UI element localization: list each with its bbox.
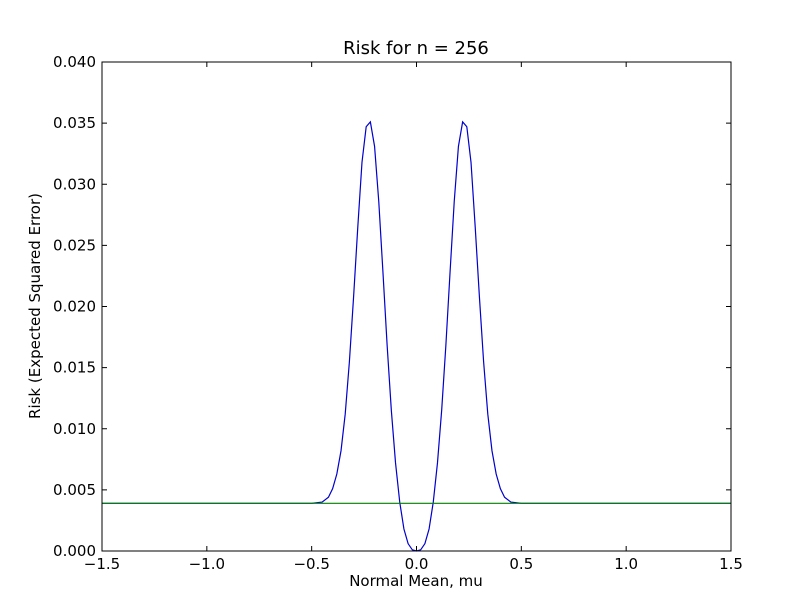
- x-tick-label: 0.5: [509, 555, 533, 573]
- y-axis-label: Risk (Expected Squared Error): [26, 193, 44, 419]
- y-axis: 0.000 0.005 0.010 0.015 0.020 0.025 0.030 0.035…: [53, 53, 731, 560]
- chart-title: Risk for n = 256: [343, 38, 489, 59]
- y-tick-label: 0.030: [53, 175, 96, 193]
- x-tick-label: 1.5: [719, 555, 743, 573]
- x-tick-label: −1.5: [84, 555, 120, 573]
- y-tick-label: 0.025: [53, 236, 96, 254]
- y-tick-label: 0.010: [53, 420, 96, 438]
- y-tick-label: 0.020: [53, 298, 96, 316]
- x-tick-label: 1.0: [614, 555, 638, 573]
- x-axis: −1.5 −1.0 −0.5 0.0 0.5 1.0 1.5: [84, 62, 743, 573]
- x-tick-label: −1.0: [189, 555, 225, 573]
- x-tick-label: −0.5: [293, 555, 329, 573]
- y-tick-label: 0.015: [53, 359, 96, 377]
- plot-frame: [101, 61, 732, 552]
- y-tick-label: 0.040: [53, 53, 96, 71]
- x-tick-label: 0.0: [405, 555, 429, 573]
- x-axis-label: Normal Mean, mu: [349, 572, 483, 590]
- y-tick-label: 0.000: [53, 542, 96, 560]
- y-tick-label: 0.005: [53, 481, 96, 499]
- y-tick-label: 0.035: [53, 114, 96, 132]
